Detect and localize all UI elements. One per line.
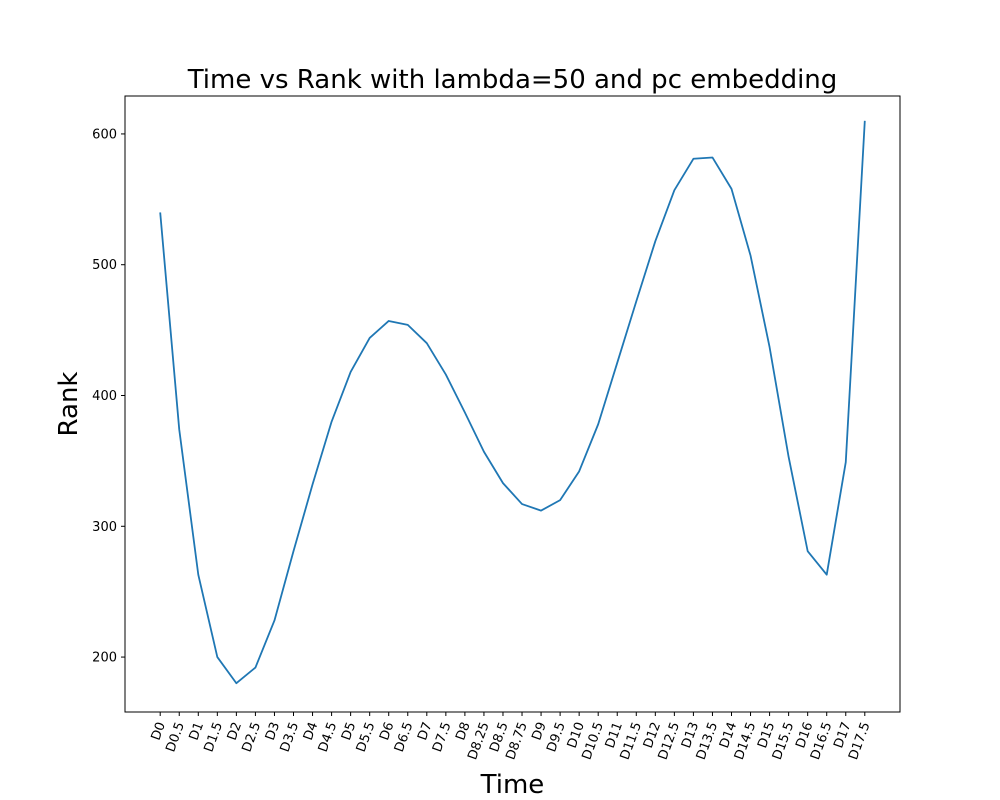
x-tick-label: D5 xyxy=(339,720,359,742)
x-tick-label: D1 xyxy=(187,720,207,742)
x-tick-label: D6 xyxy=(377,720,397,742)
x-tick-label: D7 xyxy=(415,720,435,742)
y-tick-label: 200 xyxy=(92,651,117,666)
x-tick-label: D9 xyxy=(529,720,549,742)
y-tick-label: 500 xyxy=(92,258,117,273)
y-tick-label: 300 xyxy=(92,520,117,535)
x-tick-label: D8 xyxy=(453,720,473,742)
y-axis-label: Rank xyxy=(54,372,84,437)
x-tick-label: D2 xyxy=(225,720,245,742)
x-tick-label: D0 xyxy=(149,720,169,742)
chart-title: Time vs Rank with lambda=50 and pc embed… xyxy=(187,65,838,95)
y-tick-label: 600 xyxy=(92,127,117,142)
y-axis-ticks: 200 300 400 500 600 xyxy=(92,127,125,666)
series-line xyxy=(159,120,866,685)
x-axis-ticks: D0D0.5D1D1.5D2D2.5D3D3.5D4D4.5D5D5.5D6D6… xyxy=(149,712,874,762)
x-tick-label: D4 xyxy=(301,720,321,742)
x-axis-label: Time xyxy=(480,770,545,800)
plot-area-frame xyxy=(124,95,901,713)
series-group xyxy=(159,120,866,685)
y-tick-label: 400 xyxy=(92,389,117,404)
x-tick-label: D3 xyxy=(263,720,283,742)
